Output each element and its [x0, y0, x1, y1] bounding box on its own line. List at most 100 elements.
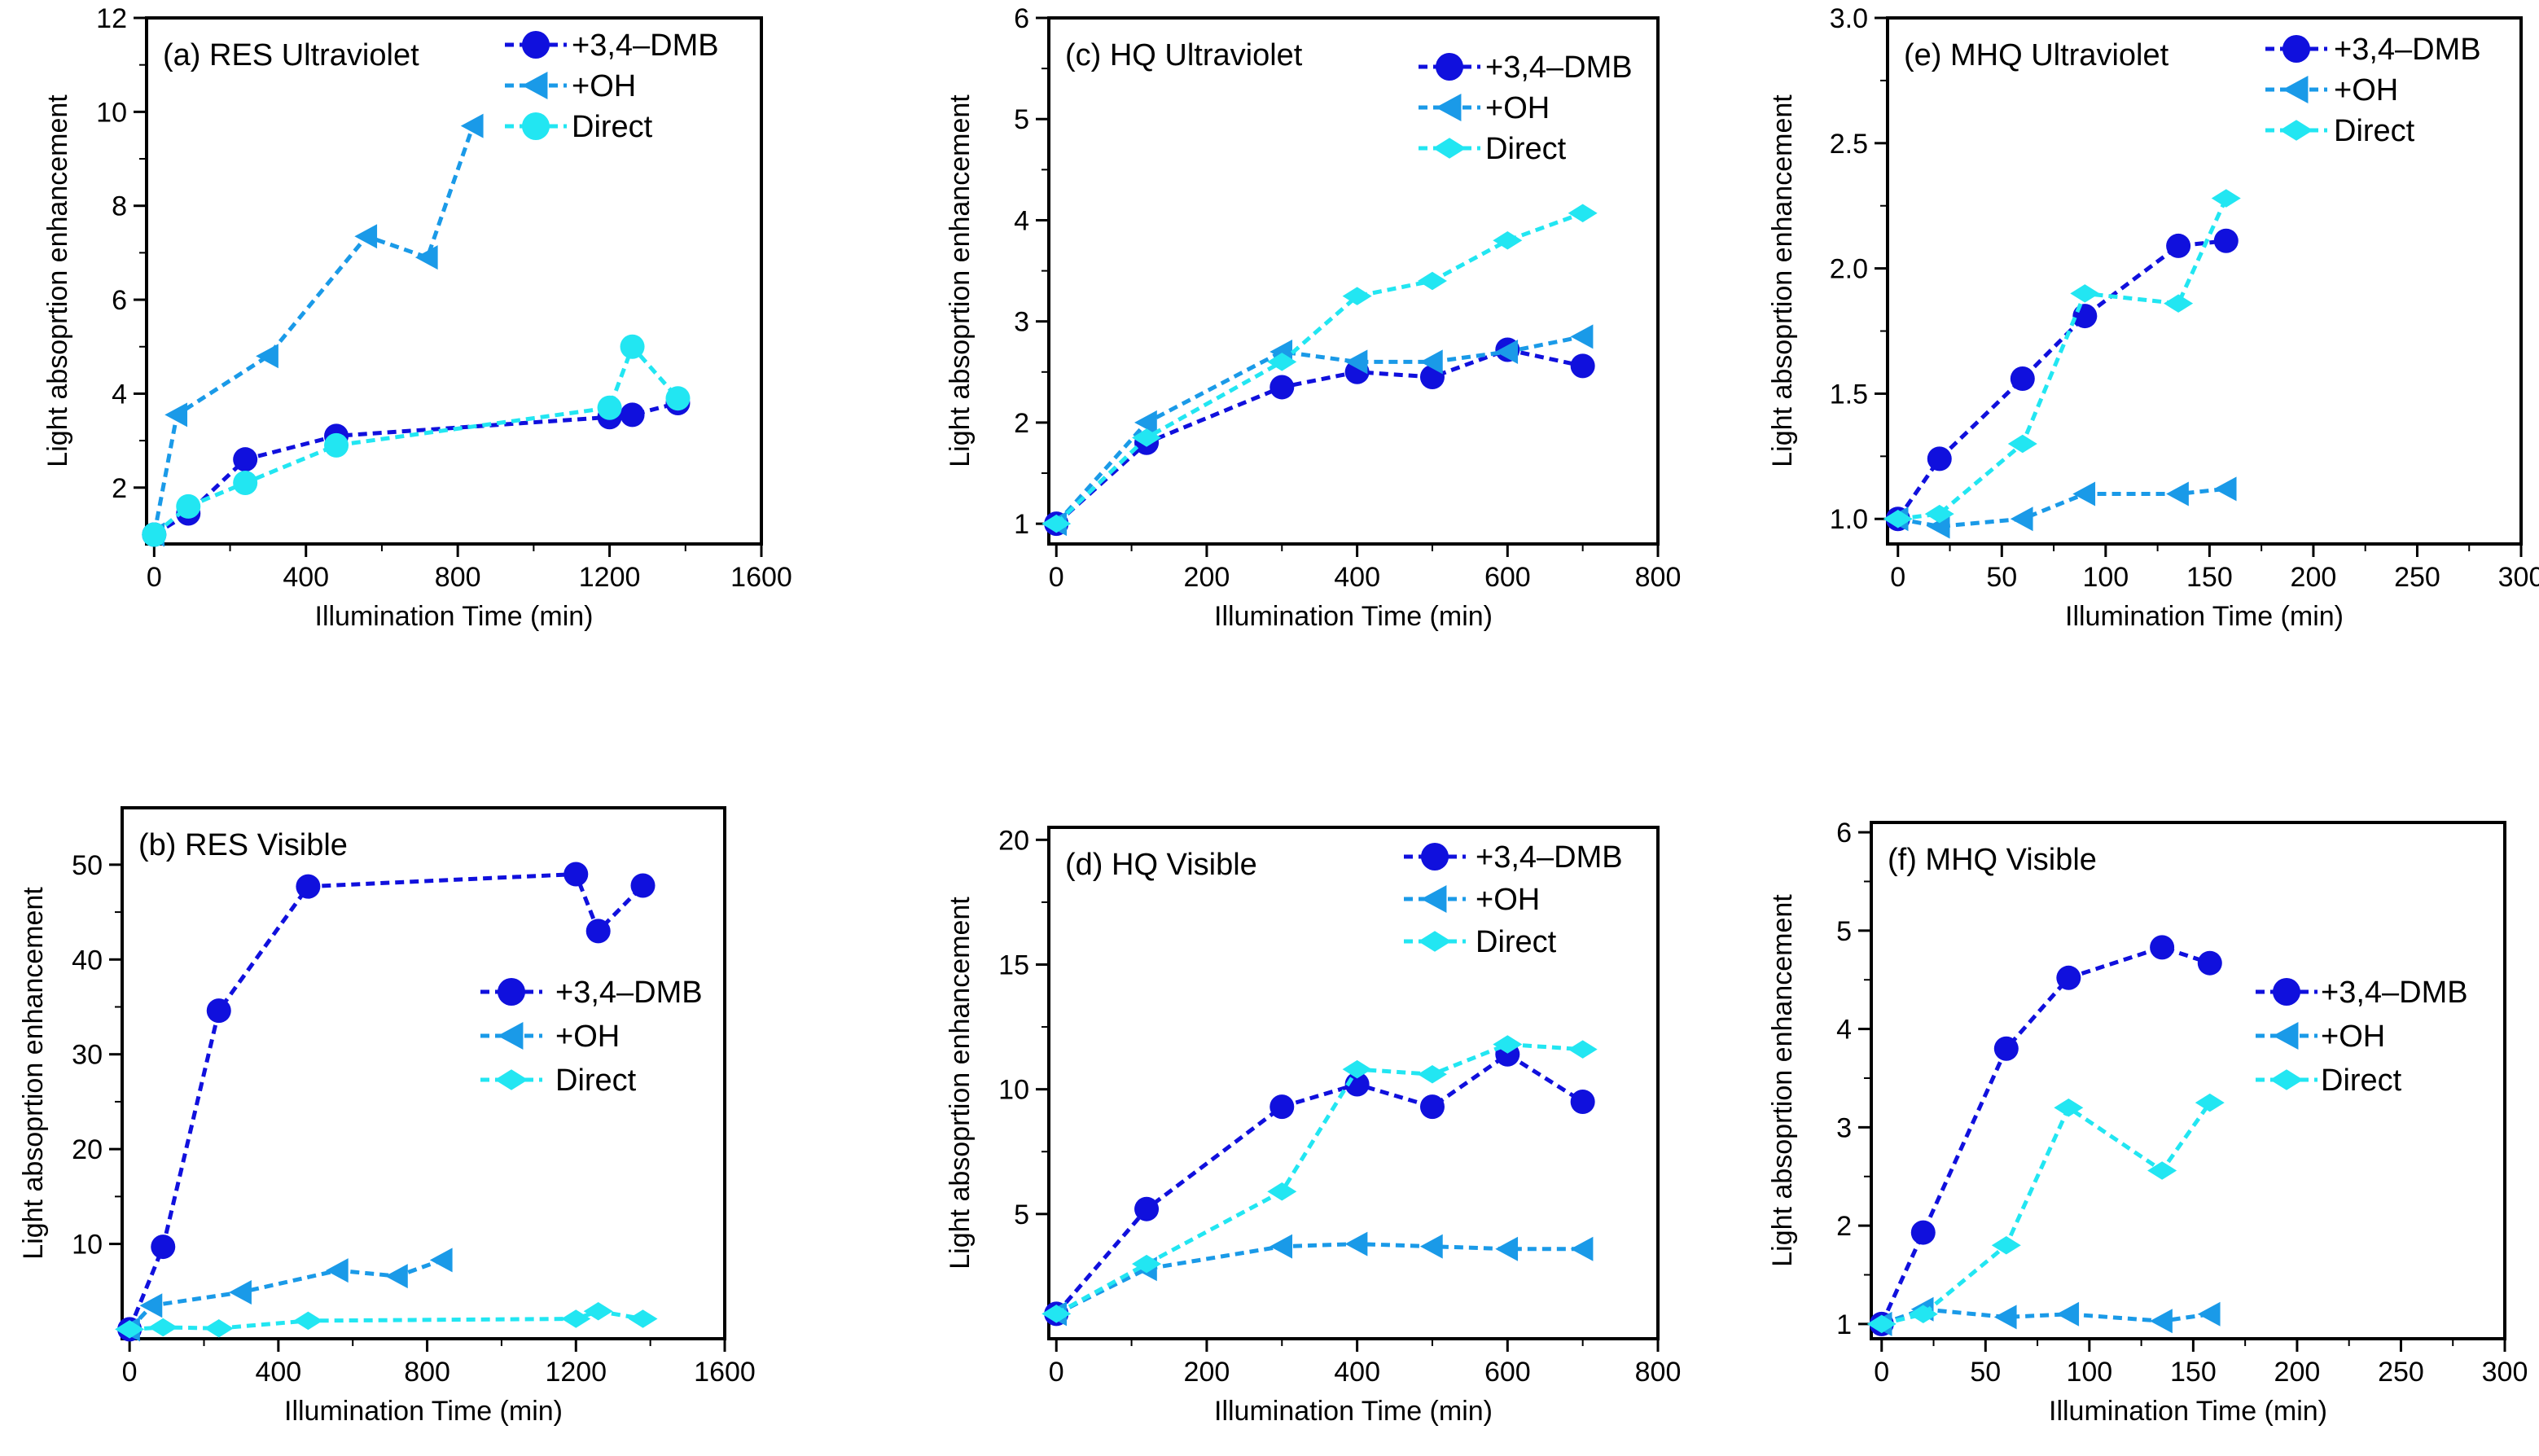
chart-panel-c: 0 200 400 600 800 1 2 3 4 5 6 Illumination Time (mi… — [945, 3, 1681, 632]
x-tick-label: 0 — [122, 1357, 138, 1388]
data-point-direct — [2195, 1093, 2225, 1112]
x-tick-label: 800 — [1635, 1357, 1682, 1388]
plot-frame — [145, 16, 763, 546]
data-point-oh — [2072, 481, 2096, 507]
data-point-direct — [142, 522, 167, 547]
data-point-oh — [139, 1293, 163, 1318]
data-point-oh — [2213, 476, 2237, 502]
data-point-direct — [148, 1318, 178, 1337]
data-point-oh — [460, 113, 484, 138]
series-oh — [1044, 1231, 1594, 1327]
data-point-dmb — [151, 1235, 176, 1260]
legend-marker-dmb — [498, 978, 525, 1006]
legend-label-direct: Direct — [2321, 1063, 2402, 1098]
x-tick-label: 0 — [1874, 1357, 1889, 1388]
data-point-oh — [229, 1279, 252, 1305]
data-point-oh — [2197, 1301, 2221, 1327]
legend-label-oh: +OH — [572, 69, 636, 103]
plot-frame — [1047, 826, 1660, 1340]
legend-marker-direct — [1432, 138, 1467, 159]
data-point-direct — [1568, 1040, 1598, 1059]
data-point-dmb — [1134, 1196, 1160, 1221]
x-tick-label: 50 — [1970, 1357, 2001, 1388]
data-point-oh — [1495, 1236, 1519, 1261]
legend-marker-oh — [1421, 885, 1447, 913]
y-axis-label: Light absoprtion enhancement — [18, 887, 49, 1260]
data-point-oh — [256, 344, 278, 369]
legend-marker-oh — [522, 72, 548, 99]
data-point-direct — [2054, 1098, 2084, 1117]
x-tick-label: 1600 — [694, 1357, 756, 1388]
data-point-oh — [1344, 1231, 1368, 1256]
data-point-oh — [1270, 1234, 1293, 1259]
y-tick-label: 1.5 — [1830, 379, 1868, 410]
legend: +3,4–DMB +OH Direct — [505, 29, 719, 144]
data-point-dmb — [2197, 950, 2222, 976]
y-tick-label: 4 — [1836, 1015, 1852, 1046]
data-point-dmb — [2010, 366, 2035, 391]
data-point-oh — [1344, 349, 1368, 375]
legend-marker-dmb — [1436, 53, 1463, 81]
y-tick-label: 5 — [1014, 104, 1029, 135]
series-line-dmb — [127, 871, 645, 1331]
chart-panel-f: 0 50 100 150 200 250 300 1 2 3 4 5 6 Illumination Tim… — [1767, 818, 2528, 1427]
legend-label-oh: +OH — [2321, 1020, 2385, 1054]
data-point-dmb — [620, 402, 645, 428]
y-tick-label: 2.0 — [1830, 254, 1868, 285]
series-line-direct — [1055, 211, 1584, 525]
legend-label-direct: Direct — [2334, 114, 2415, 148]
x-axis-label: Illumination Time (min) — [2049, 1396, 2327, 1427]
data-point-direct — [1493, 1035, 1523, 1054]
legend-marker-dmb — [1421, 843, 1449, 871]
y-axis-label: Light absoprtion enhancement — [42, 94, 73, 467]
x-axis-label: Illumination Time (min) — [284, 1396, 563, 1427]
legend-label-oh: +OH — [1485, 91, 1550, 125]
data-point-direct — [1132, 428, 1162, 447]
y-tick-label: 2 — [1014, 408, 1029, 439]
data-point-direct — [620, 334, 645, 359]
data-point-direct — [583, 1301, 613, 1321]
data-point-oh — [325, 1258, 349, 1283]
x-tick-label: 1200 — [545, 1357, 607, 1388]
x-tick-label: 1600 — [730, 562, 792, 593]
x-tick-label: 200 — [2274, 1357, 2321, 1388]
data-point-direct — [115, 1320, 145, 1339]
legend-marker-direct — [2269, 1069, 2304, 1090]
data-point-oh — [2056, 1301, 2080, 1327]
x-tick-label: 400 — [1334, 1357, 1380, 1388]
x-tick-label: 250 — [2378, 1357, 2424, 1388]
data-point-direct — [1342, 287, 1372, 305]
data-point-direct — [1041, 514, 1072, 533]
legend-marker-direct — [2279, 120, 2313, 141]
panel-title: (e) MHQ Ultraviolet — [1904, 38, 2169, 72]
data-point-dmb — [563, 862, 589, 887]
y-tick-label: 40 — [72, 945, 103, 976]
panel-title: (c) HQ Ultraviolet — [1065, 38, 1303, 72]
data-point-direct — [1132, 1254, 1162, 1274]
series-direct — [1041, 1035, 1598, 1323]
series-oh — [1044, 324, 1594, 537]
y-tick-label: 3 — [1014, 307, 1029, 338]
x-tick-label: 400 — [1334, 562, 1380, 593]
series-line-dmb — [1896, 239, 2227, 520]
plot-frame — [1886, 16, 2523, 546]
data-point-direct — [293, 1311, 323, 1331]
x-tick-label: 100 — [2066, 1357, 2112, 1388]
data-point-dmb — [1993, 1036, 2019, 1061]
chart-panel-e: 0 50 100 150 200 250 300 1.0 1.5 2.0 2.5 3.0 Illumin… — [1767, 3, 2539, 632]
panel-title: (a) RES Ultraviolet — [163, 38, 419, 72]
chart-panel-b: 0 400 800 1200 1600 10 20 30 40 50 Illumination Ti… — [18, 806, 756, 1427]
legend-marker-dmb — [2273, 978, 2300, 1006]
data-point-dmb — [1910, 1220, 1936, 1245]
series-direct — [115, 1301, 658, 1339]
y-tick-label: 6 — [1014, 3, 1029, 34]
series-line-direct — [152, 342, 680, 537]
y-tick-label: 5 — [1014, 1199, 1029, 1230]
x-tick-label: 0 — [1049, 562, 1064, 593]
series-line-oh — [1055, 334, 1584, 525]
data-point-oh — [414, 245, 438, 270]
x-tick-label: 150 — [2186, 562, 2233, 593]
x-tick-label: 300 — [2498, 562, 2539, 593]
series-dmb — [1869, 935, 2222, 1336]
y-tick-label: 12 — [96, 3, 127, 34]
